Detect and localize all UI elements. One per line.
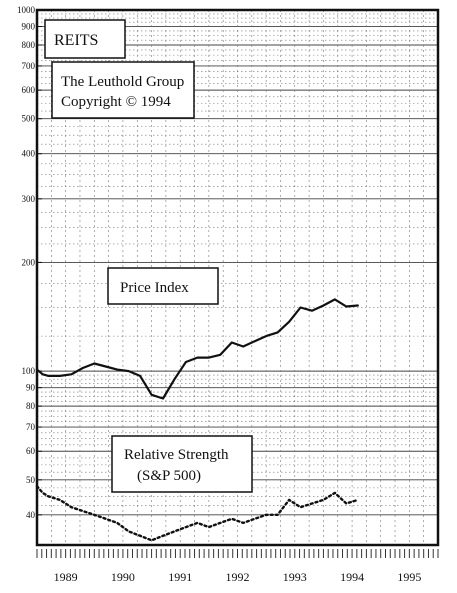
y-tick-label: 400 [22, 149, 36, 159]
series-price-line [35, 298, 359, 400]
y-tick-label: 90 [26, 383, 36, 393]
source-line-1: The Leuthold Group [61, 74, 184, 90]
y-tick-label: 60 [26, 446, 36, 456]
y-tick-label: 700 [22, 61, 36, 71]
chart-title: REITS [54, 32, 98, 49]
x-tick-label: 1993 [283, 570, 307, 584]
y-tick-label: 900 [22, 22, 36, 32]
y-tick-label: 40 [26, 510, 36, 520]
y-tick-label: 600 [22, 85, 36, 95]
y-tick-label: 800 [22, 40, 36, 50]
y-tick-label: 200 [22, 257, 36, 267]
source-box: The Leuthold Group Copyright © 1994 [51, 61, 195, 119]
y-tick-label: 50 [26, 475, 36, 485]
y-tick-label: 80 [26, 401, 36, 411]
title-box: REITS [44, 19, 126, 59]
y-tick-label: 70 [26, 422, 36, 432]
x-tick-label: 1995 [397, 570, 421, 584]
series-relative_strength-line [35, 485, 359, 542]
relative-strength-box: Relative Strength (S&P 500) [111, 435, 253, 493]
series-group [35, 298, 359, 542]
price-index-box: Price Index [107, 267, 219, 305]
x-tick-label: 1991 [168, 570, 192, 584]
x-axis-ticks: 1989 1990 1991 1992 1993 1994 1995 [54, 570, 422, 584]
y-tick-label: 300 [22, 194, 36, 204]
x-tick-label: 1989 [54, 570, 78, 584]
plot-frame [35, 8, 440, 547]
month-ticks [36, 549, 439, 558]
y-axis-ticks: 1000 900 800 700 600 500 400 300 200 100 90 80 70 60 5… [17, 5, 42, 520]
relative-strength-label-2: (S&P 500) [137, 468, 201, 484]
price-index-label: Price Index [120, 280, 189, 296]
relative-strength-label-1: Relative Strength [124, 447, 229, 463]
y-tick-label: 1000 [17, 5, 36, 15]
x-tick-label: 1992 [226, 570, 250, 584]
y-tick-label: 100 [22, 366, 36, 376]
source-line-2: Copyright © 1994 [61, 94, 171, 110]
x-tick-label: 1994 [340, 570, 364, 584]
x-tick-label: 1990 [111, 570, 135, 584]
y-tick-label: 500 [22, 114, 36, 124]
